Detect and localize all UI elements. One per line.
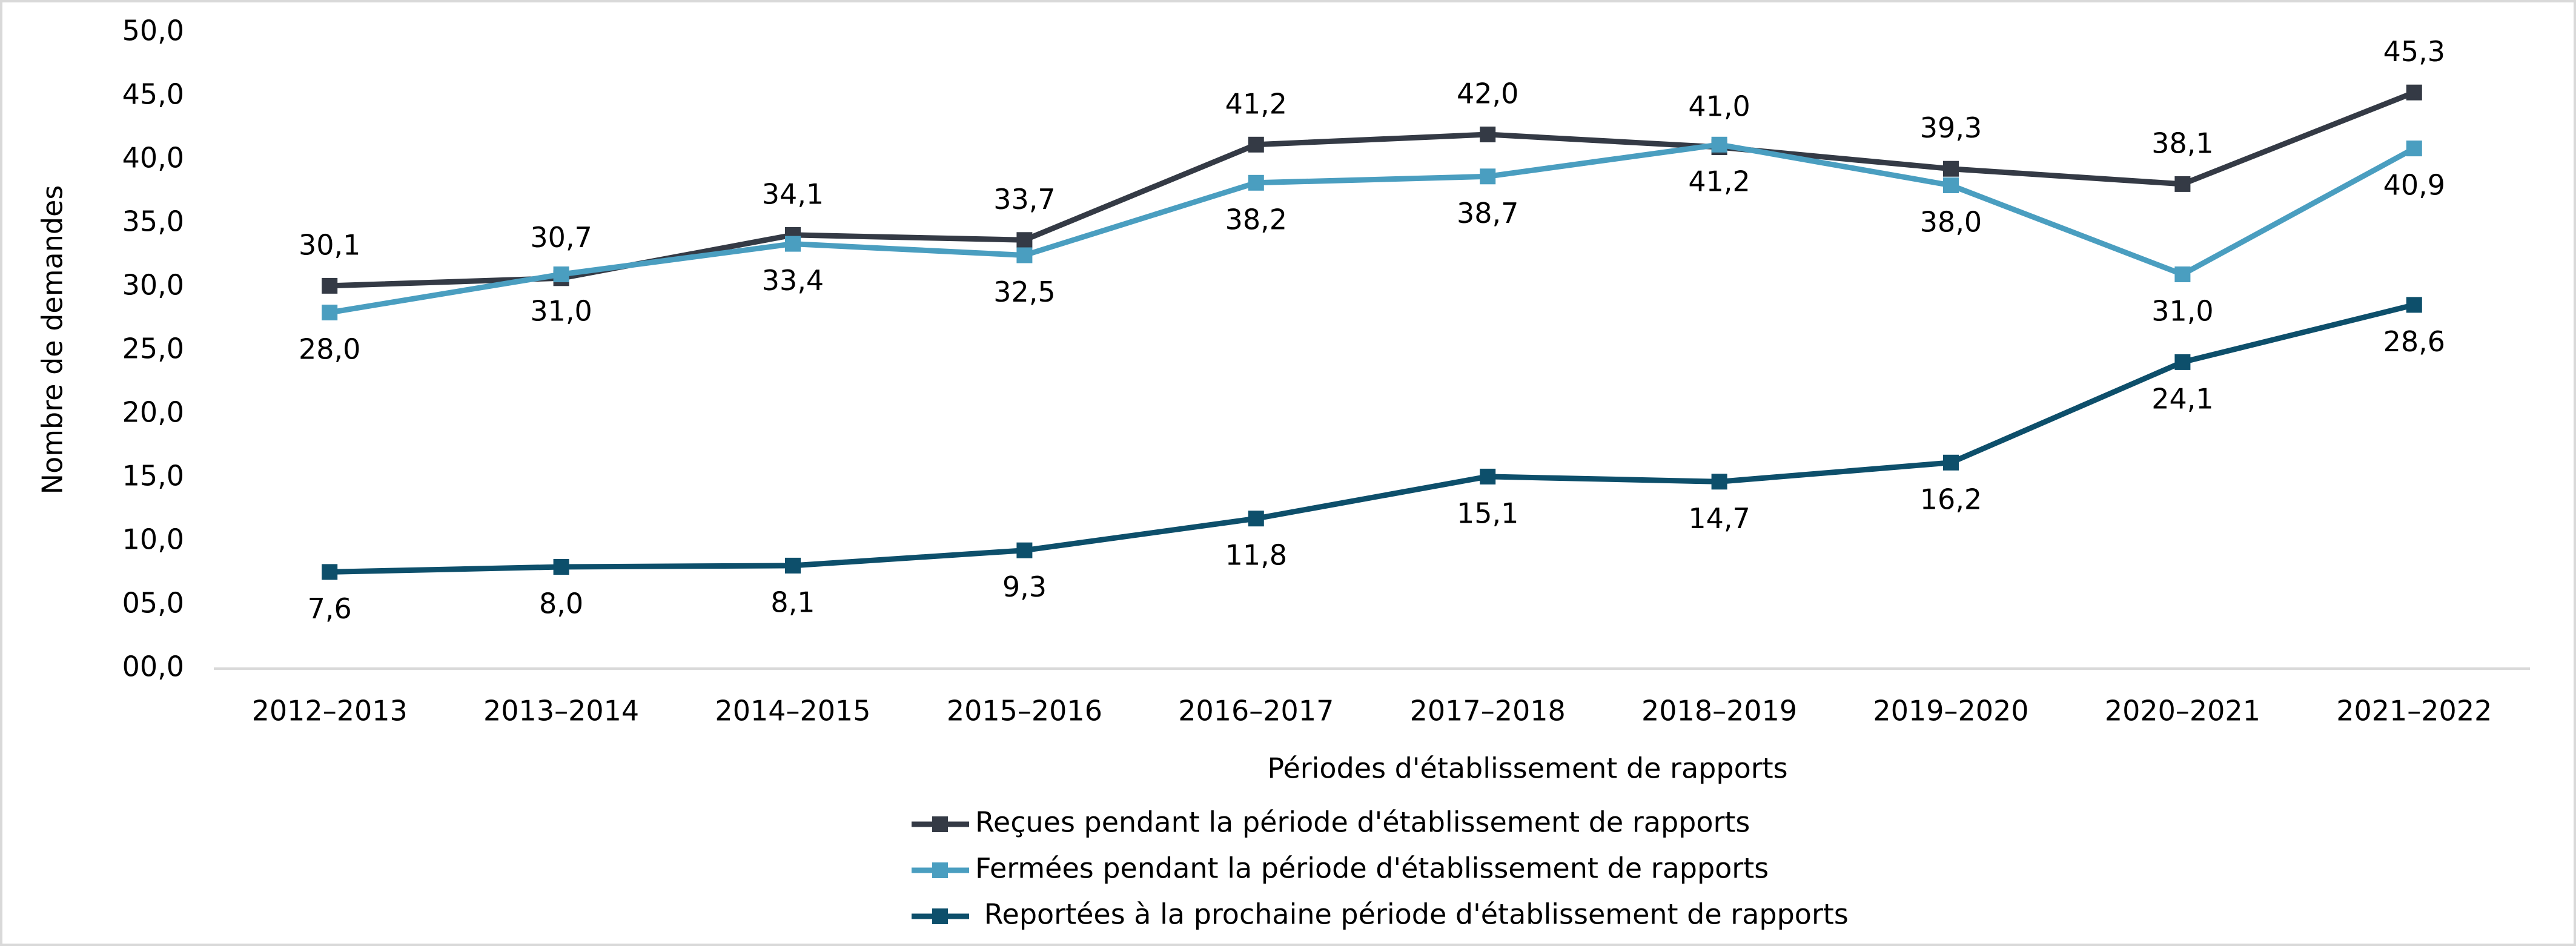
legend-swatch-marker bbox=[932, 908, 948, 924]
data-label: 14,7 bbox=[1688, 502, 1750, 535]
x-tick-label: 2018–2019 bbox=[1641, 695, 1797, 727]
data-point bbox=[2406, 297, 2422, 313]
data-label: 39,3 bbox=[1920, 111, 1982, 144]
data-label: 30,1 bbox=[299, 228, 360, 261]
data-point bbox=[1711, 474, 1727, 490]
data-label: 7,6 bbox=[308, 592, 352, 625]
data-label: 45,3 bbox=[2383, 35, 2445, 68]
data-label: 8,1 bbox=[770, 586, 815, 618]
data-point bbox=[1016, 247, 1033, 263]
y-tick-label: 15,0 bbox=[122, 460, 184, 492]
y-axis-title: Nombre de demandes bbox=[36, 185, 69, 495]
x-tick-label: 2016–2017 bbox=[1178, 695, 1334, 727]
x-axis-title: Périodes d'établissement de rapports bbox=[1267, 752, 1787, 785]
data-label: 38,2 bbox=[1225, 203, 1287, 236]
data-label: 31,0 bbox=[530, 295, 592, 328]
y-tick-label: 35,0 bbox=[122, 205, 184, 238]
data-label: 30,7 bbox=[530, 221, 592, 254]
x-tick-label: 2012–2013 bbox=[252, 695, 408, 727]
data-label: 41,0 bbox=[1688, 90, 1750, 123]
series-line bbox=[329, 142, 2415, 316]
y-tick-label: 40,0 bbox=[122, 142, 184, 174]
data-point bbox=[1480, 168, 1496, 185]
data-point bbox=[1480, 468, 1496, 485]
data-label: 40,9 bbox=[2383, 169, 2445, 202]
legend-label: Reçues pendant la période d'établissemen… bbox=[975, 806, 1750, 839]
y-tick-label: 25,0 bbox=[122, 332, 184, 365]
data-label: 28,6 bbox=[2383, 325, 2445, 358]
legend-swatch-marker bbox=[932, 862, 948, 878]
data-point bbox=[322, 564, 338, 580]
y-tick-label: 00,0 bbox=[122, 650, 184, 683]
data-label: 9,3 bbox=[1002, 571, 1047, 603]
data-point bbox=[2174, 354, 2191, 370]
data-point bbox=[1943, 177, 1959, 193]
data-label: 41,2 bbox=[1225, 87, 1287, 120]
data-point bbox=[2174, 176, 2191, 192]
y-tick-label: 50,0 bbox=[122, 15, 184, 47]
data-point bbox=[1480, 127, 1496, 142]
data-label: 24,1 bbox=[2151, 382, 2213, 415]
x-tick-label: 2013–2014 bbox=[483, 695, 639, 727]
data-point bbox=[2406, 84, 2422, 101]
x-tick-label: 2019–2020 bbox=[1873, 695, 2028, 727]
y-tick-label: 05,0 bbox=[122, 587, 184, 620]
data-point bbox=[1943, 454, 1959, 471]
data-point bbox=[1016, 542, 1033, 558]
x-tick-label: 2017–2018 bbox=[1410, 695, 1566, 727]
series-line bbox=[329, 302, 2415, 575]
data-point bbox=[1711, 136, 1727, 153]
y-tick-label: 45,0 bbox=[122, 78, 184, 111]
x-tick-label: 2021–2022 bbox=[2336, 695, 2492, 727]
x-tick-label: 2020–2021 bbox=[2105, 695, 2260, 727]
data-label: 38,7 bbox=[1457, 197, 1518, 230]
data-point bbox=[1016, 232, 1033, 248]
data-point bbox=[1943, 160, 1959, 177]
data-label: 15,1 bbox=[1457, 497, 1518, 529]
data-label: 38,0 bbox=[1920, 206, 1982, 239]
y-tick-label: 10,0 bbox=[122, 523, 184, 556]
x-tick-label: 2015–2016 bbox=[947, 695, 1102, 727]
data-point bbox=[2174, 266, 2191, 282]
data-point bbox=[322, 305, 338, 320]
data-point bbox=[1248, 136, 1264, 153]
data-label: 41,2 bbox=[1688, 165, 1750, 197]
data-point bbox=[785, 557, 801, 574]
data-label: 42,0 bbox=[1457, 78, 1518, 110]
data-point bbox=[553, 559, 569, 575]
y-tick-label: 30,0 bbox=[122, 269, 184, 302]
legend-swatch-marker bbox=[932, 816, 948, 832]
x-tick-label: 2014–2015 bbox=[715, 695, 870, 727]
data-point bbox=[553, 266, 569, 282]
legend-label: Reportées à la prochaine période d'établ… bbox=[975, 898, 1849, 931]
data-label: 16,2 bbox=[1920, 483, 1982, 515]
data-label: 11,8 bbox=[1225, 539, 1287, 572]
data-label: 8,0 bbox=[539, 587, 583, 620]
data-label: 33,7 bbox=[993, 183, 1055, 216]
data-label: 38,1 bbox=[2151, 127, 2213, 159]
data-label: 31,0 bbox=[2151, 295, 2213, 328]
data-point bbox=[1248, 174, 1264, 191]
data-point bbox=[2406, 141, 2422, 157]
data-label: 28,0 bbox=[299, 333, 360, 366]
legend-label: Fermées pendant la période d'établisseme… bbox=[975, 852, 1769, 885]
data-point bbox=[1248, 511, 1264, 527]
data-point bbox=[785, 236, 801, 252]
data-point bbox=[322, 277, 338, 294]
data-label: 34,1 bbox=[762, 177, 824, 210]
data-label: 32,5 bbox=[993, 276, 1055, 308]
data-label: 33,4 bbox=[762, 264, 824, 297]
y-tick-label: 20,0 bbox=[122, 396, 184, 429]
